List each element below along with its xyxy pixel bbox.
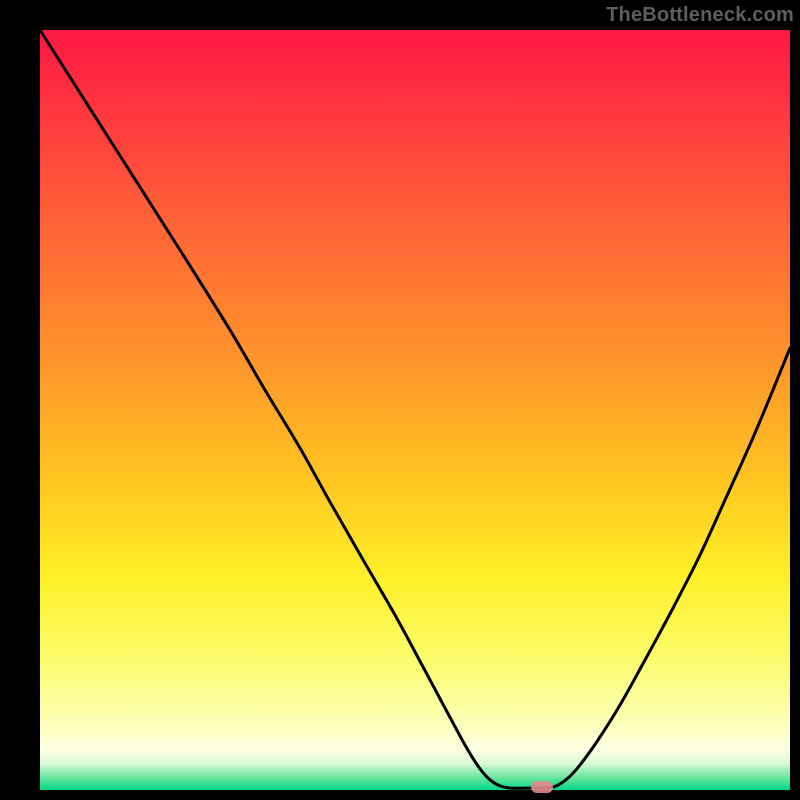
watermark-text: TheBottleneck.com [606, 4, 794, 27]
valley-marker [531, 781, 553, 793]
bottleneck-curve [40, 30, 790, 788]
chart-root: TheBottleneck.com [0, 0, 800, 800]
curve-layer [0, 0, 800, 800]
